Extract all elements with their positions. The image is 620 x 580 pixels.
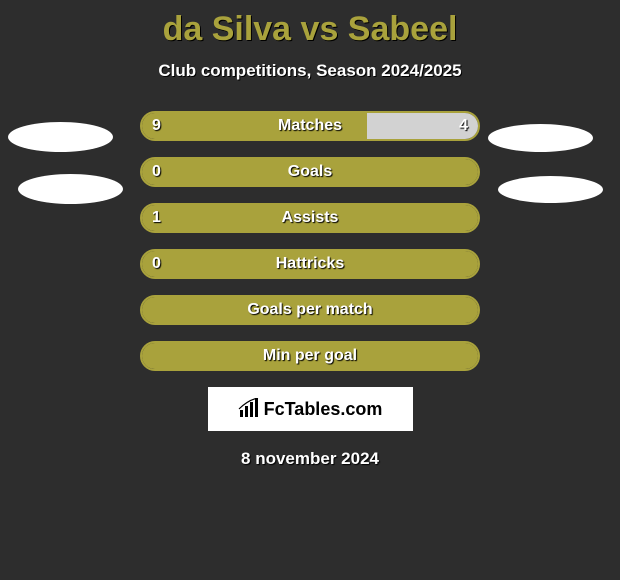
stat-label: Goals per match — [142, 301, 478, 319]
stat-row: 1Assists — [140, 203, 480, 233]
page-title: da Silva vs Sabeel — [0, 0, 620, 49]
player-photo-placeholder — [498, 176, 603, 203]
player-photo-placeholder — [8, 122, 113, 152]
stat-label: Hattricks — [142, 255, 478, 273]
stat-row: Goals per match — [140, 295, 480, 325]
stat-label: Min per goal — [142, 347, 478, 365]
stat-row: 0Hattricks — [140, 249, 480, 279]
footer-date: 8 november 2024 — [0, 449, 620, 469]
stat-label: Matches — [142, 117, 478, 135]
player-photo-placeholder — [488, 124, 593, 152]
stat-label: Goals — [142, 163, 478, 181]
bar-chart-icon — [238, 398, 260, 420]
stat-row: Min per goal — [140, 341, 480, 371]
stat-row: 94Matches — [140, 111, 480, 141]
player-photo-placeholder — [18, 174, 123, 204]
fctables-logo: FcTables.com — [208, 387, 413, 431]
page-subtitle: Club competitions, Season 2024/2025 — [0, 61, 620, 81]
comparison-chart: 94Matches 0Goals 1Assists 0Hattricks Goals p… — [0, 111, 620, 371]
logo-text: FcTables.com — [264, 399, 383, 420]
stat-row: 0Goals — [140, 157, 480, 187]
stat-label: Assists — [142, 209, 478, 227]
